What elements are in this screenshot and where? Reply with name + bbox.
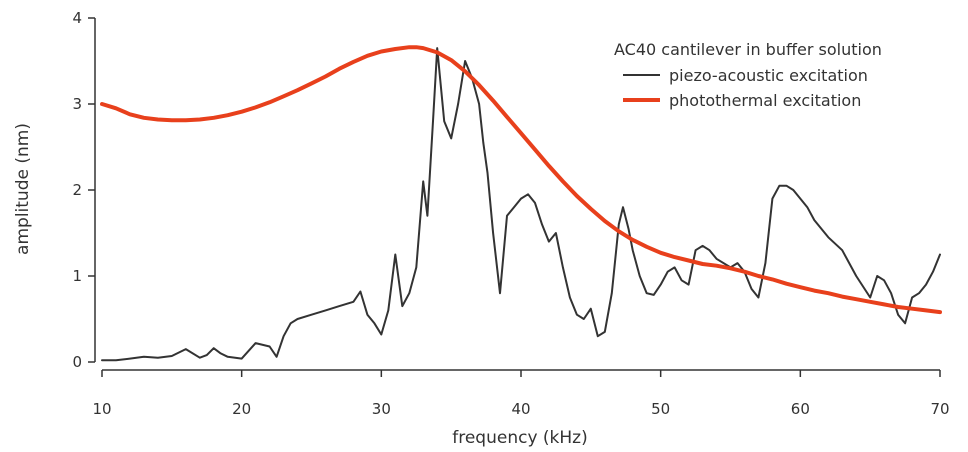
y-axis-label: amplitude (nm) — [13, 123, 33, 255]
legend-label-photothermal: photothermal excitation — [669, 91, 861, 110]
legend-title: AC40 cantilever in buffer solution — [614, 40, 882, 59]
x-tick-label: 30 — [372, 400, 391, 418]
x-ticks: 10 20 30 40 50 60 70 — [92, 370, 950, 418]
series-photothermal-line — [100, 45, 942, 315]
x-tick-label: 60 — [791, 400, 810, 418]
y-tick-label: 2 — [72, 181, 82, 199]
x-tick-label: 20 — [232, 400, 251, 418]
axes: 10 20 30 40 50 60 70 0 1 2 3 4 — [72, 9, 949, 418]
y-tick-label: 3 — [72, 95, 82, 113]
legend: AC40 cantilever in buffer solution piezo… — [614, 40, 882, 110]
plot-series — [100, 45, 942, 362]
x-tick-label: 40 — [511, 400, 530, 418]
legend-label-piezo: piezo-acoustic excitation — [669, 66, 868, 85]
x-axis-label: frequency (kHz) — [452, 428, 588, 448]
y-tick-label: 0 — [72, 353, 82, 371]
y-tick-label: 1 — [72, 267, 82, 285]
x-tick-label: 50 — [651, 400, 670, 418]
y-tick-label: 4 — [72, 9, 82, 27]
x-tick-label: 70 — [930, 400, 949, 418]
x-tick-label: 10 — [92, 400, 111, 418]
y-ticks: 0 1 2 3 4 — [72, 9, 95, 371]
series-piezo-acoustic-line — [101, 47, 941, 362]
